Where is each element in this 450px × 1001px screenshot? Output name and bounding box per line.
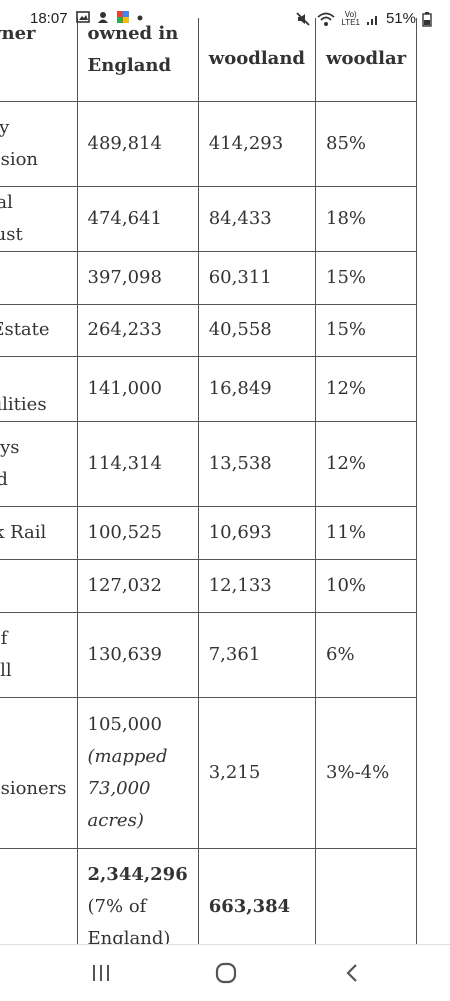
navigation-bar bbox=[0, 944, 450, 1001]
header-owned-line1: owned in bbox=[87, 23, 179, 44]
header-owned-line2: England bbox=[87, 55, 172, 76]
table-row: 397,098 60,311 15% bbox=[0, 251, 418, 305]
row-pct bbox=[315, 848, 418, 944]
row-owned-note: England) bbox=[87, 928, 171, 944]
row-woodland: 40,558 bbox=[198, 304, 317, 357]
gallery-icon bbox=[76, 11, 90, 23]
row-woodland: 60,311 bbox=[198, 251, 317, 305]
header-owner-label: owner bbox=[0, 23, 36, 44]
header-woodland-label: woodland bbox=[208, 48, 306, 70]
row-owner-line2: and bbox=[0, 468, 8, 490]
row-pct: 12% bbox=[315, 421, 418, 507]
table-row: onal Trust 474,641 84,433 18% bbox=[0, 186, 418, 252]
row-woodland: 13,538 bbox=[198, 421, 317, 507]
row-woodland: 3,215 bbox=[198, 697, 317, 849]
table-header-row: owner owned in England woodland woodlar bbox=[0, 18, 418, 102]
row-pct: 15% bbox=[315, 304, 418, 357]
row-owner-line2: wall bbox=[0, 659, 12, 681]
row-owned: 474,641 bbox=[77, 186, 199, 252]
table-row: ed Utilities 141,000 16,849 12% bbox=[0, 356, 418, 422]
row-woodland: 12,133 bbox=[198, 559, 317, 613]
home-icon[interactable] bbox=[211, 959, 241, 987]
land-ownership-table: owner owned in England woodland woodlar … bbox=[0, 18, 418, 944]
status-bar: 18:07 Vo) LTE1 51% bbox=[0, 0, 450, 36]
row-owner-line1: ch bbox=[0, 741, 67, 773]
table-row: ork Rail 100,525 10,693 11% bbox=[0, 506, 418, 560]
row-pct: 12% bbox=[315, 356, 418, 422]
row-owner-line1: y of bbox=[0, 627, 8, 649]
row-owned: 397,098 bbox=[77, 251, 199, 305]
row-owned: 130,639 bbox=[77, 612, 199, 698]
row-owned: 100,525 bbox=[77, 506, 199, 560]
battery-icon bbox=[422, 11, 432, 27]
back-icon[interactable] bbox=[338, 959, 368, 987]
row-owner bbox=[0, 251, 78, 305]
row-owned-note: (7% of bbox=[87, 896, 147, 917]
header-woodland-pct: woodlar bbox=[315, 18, 418, 102]
row-owner-line2: nission bbox=[0, 148, 39, 170]
row-pct: 3%-4% bbox=[315, 697, 418, 849]
table-row: 127,032 12,133 10% bbox=[0, 559, 418, 613]
row-pct: 18% bbox=[315, 186, 418, 252]
photo-app-icon bbox=[117, 11, 129, 23]
mute-icon bbox=[296, 11, 311, 26]
row-pct: 85% bbox=[315, 101, 418, 187]
status-system-icons: Vo) LTE1 51% bbox=[295, 10, 432, 27]
row-woodland: 16,849 bbox=[198, 356, 317, 422]
dot-icon bbox=[137, 15, 143, 21]
table-row: ways and 114,314 13,538 12% bbox=[0, 421, 418, 507]
row-woodland: 414,293 bbox=[198, 101, 317, 187]
header-woodland-pct-label: woodlar bbox=[326, 48, 407, 70]
row-owned: 264,233 bbox=[77, 304, 199, 357]
header-owner: owner bbox=[0, 18, 78, 102]
signal-label-bottom: LTE1 bbox=[341, 17, 360, 27]
row-owner-line2: nissioners bbox=[0, 777, 67, 799]
row-owner: onal Trust bbox=[0, 186, 78, 252]
table-row-church: ch nissioners 105,000 (mapped 73,000 acre… bbox=[0, 697, 418, 849]
signal-label-top: Vo) bbox=[344, 9, 357, 19]
row-owned-note: 73,000 bbox=[87, 777, 151, 799]
row-owner: n Estate bbox=[0, 304, 78, 357]
table-row-total: l 2,344,296 (7% of England) 663,384 bbox=[0, 848, 418, 944]
row-woodland: 7,361 bbox=[198, 612, 317, 698]
row-pct: 6% bbox=[315, 612, 418, 698]
row-owned: 127,032 bbox=[77, 559, 199, 613]
row-owned: 489,814 bbox=[77, 101, 199, 187]
signal-label: Vo) LTE1 bbox=[341, 9, 360, 27]
battery-percent: 51% bbox=[385, 10, 416, 27]
row-pct: 15% bbox=[315, 251, 418, 305]
signal-icon bbox=[366, 15, 377, 25]
row-pct: 10% bbox=[315, 559, 418, 613]
row-owned-note: acres) bbox=[87, 809, 144, 831]
land-ownership-table-view[interactable]: owner owned in England woodland woodlar … bbox=[0, 0, 450, 944]
row-woodland: 663,384 bbox=[198, 848, 317, 944]
table-row: y of wall 130,639 7,361 6% bbox=[0, 612, 418, 698]
row-owner bbox=[0, 559, 78, 613]
row-owner-line1: stry bbox=[0, 116, 10, 138]
row-owner: ed Utilities bbox=[0, 356, 78, 422]
row-owner: ork Rail bbox=[0, 506, 78, 560]
status-time: 18:07 bbox=[30, 10, 68, 27]
status-notifications bbox=[76, 10, 144, 24]
row-woodland: 84,433 bbox=[198, 186, 317, 252]
row-owned: 141,000 bbox=[77, 356, 199, 422]
row-owned: 2,344,296 bbox=[87, 864, 188, 885]
row-pct: 11% bbox=[315, 506, 418, 560]
wifi-icon bbox=[317, 12, 336, 26]
row-owned: 105,000 bbox=[87, 713, 162, 735]
app-icon bbox=[98, 12, 108, 23]
recents-icon[interactable] bbox=[86, 959, 116, 987]
row-woodland: 10,693 bbox=[198, 506, 317, 560]
row-owned: 114,314 bbox=[77, 421, 199, 507]
header-owned: owned in England bbox=[77, 18, 199, 102]
row-owner-line1: ways bbox=[0, 436, 20, 458]
table-row: stry nission 489,814 414,293 85% bbox=[0, 101, 418, 187]
table-row: n Estate 264,233 40,558 15% bbox=[0, 304, 418, 357]
row-owned-note: (mapped bbox=[87, 745, 168, 767]
row-owner: l bbox=[0, 848, 78, 944]
header-woodland: woodland bbox=[198, 18, 317, 102]
